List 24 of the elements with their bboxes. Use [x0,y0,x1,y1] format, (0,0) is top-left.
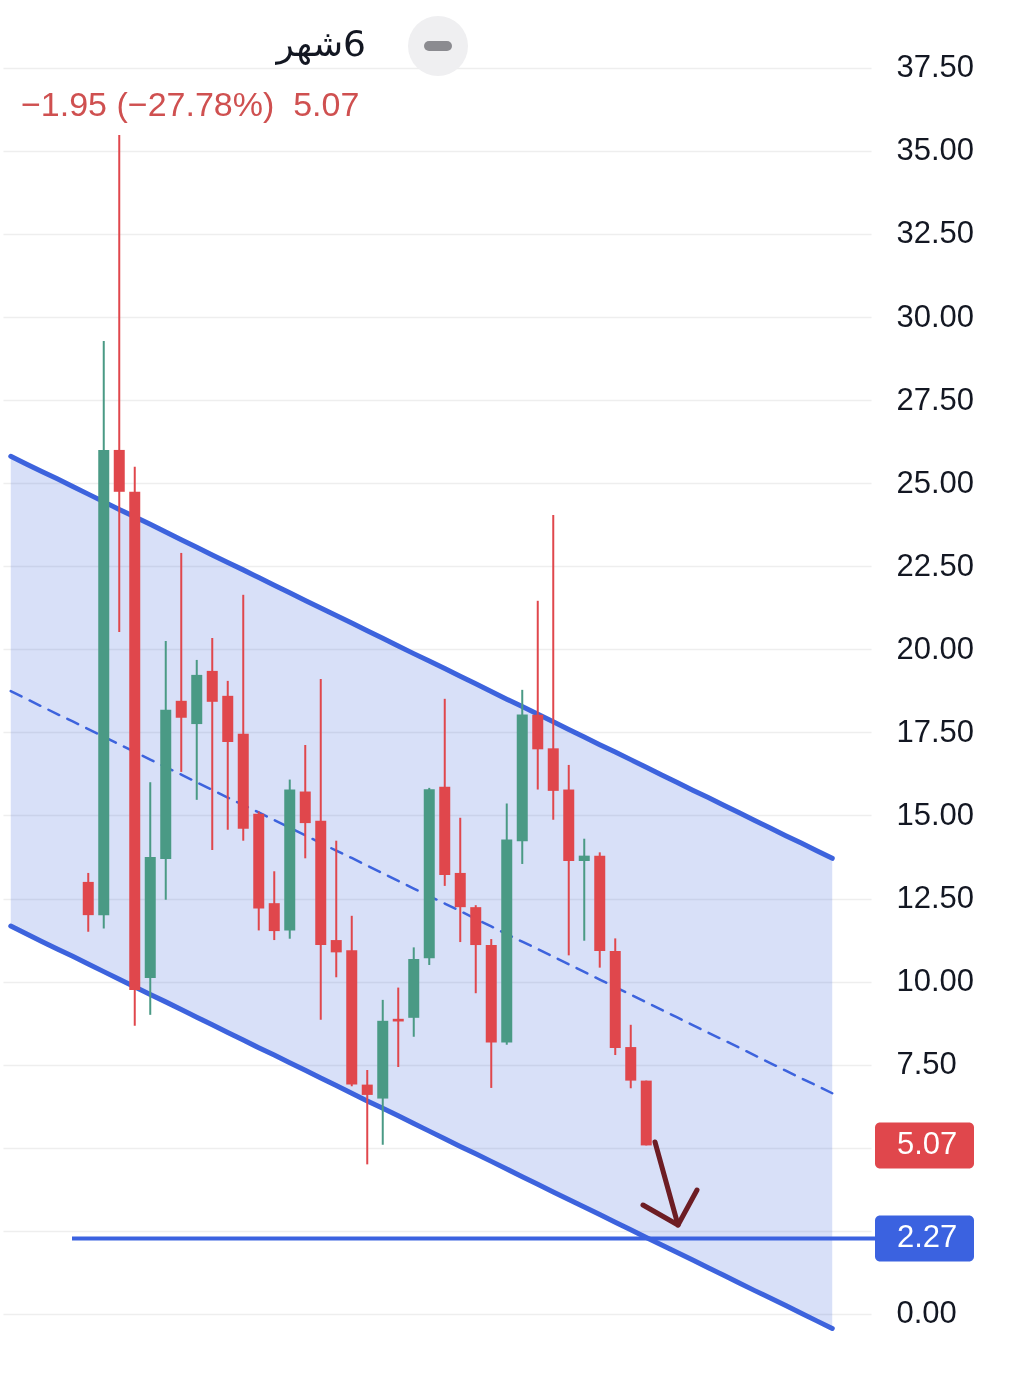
y-tick-label: 25.00 [896,464,975,500]
text: 5.07 [897,1126,958,1162]
y-tick-label: 35.00 [896,132,975,168]
candlestick [175,551,187,773]
candlestick [361,1068,373,1166]
y-tick-label: 17.50 [896,713,975,749]
y-tick-label: 7.50 [896,1046,957,1082]
candlestick [578,837,590,942]
y-tick-label: 27.50 [896,381,975,417]
candlestick [113,133,125,634]
y-tick-label: 0.00 [896,1295,957,1331]
y-tick-label: 15.00 [896,796,975,832]
y-tick-label: 10.00 [896,963,975,999]
ref-line-label: 2.27 [897,1219,958,1255]
y-tick-label: 12.50 [896,880,975,916]
text: 6شهر [274,22,366,66]
y-tick-label: 37.50 [896,49,975,85]
y-tick-label: 30.00 [896,298,975,334]
y-tick-label: 20.00 [896,630,975,666]
candlestick [330,839,342,979]
line-series [9,689,834,1095]
y-tick-label: 22.50 [896,547,975,583]
text: −1.95 (−27.78%) 5.07 [21,84,360,124]
y-tick-label: 32.50 [896,215,975,251]
